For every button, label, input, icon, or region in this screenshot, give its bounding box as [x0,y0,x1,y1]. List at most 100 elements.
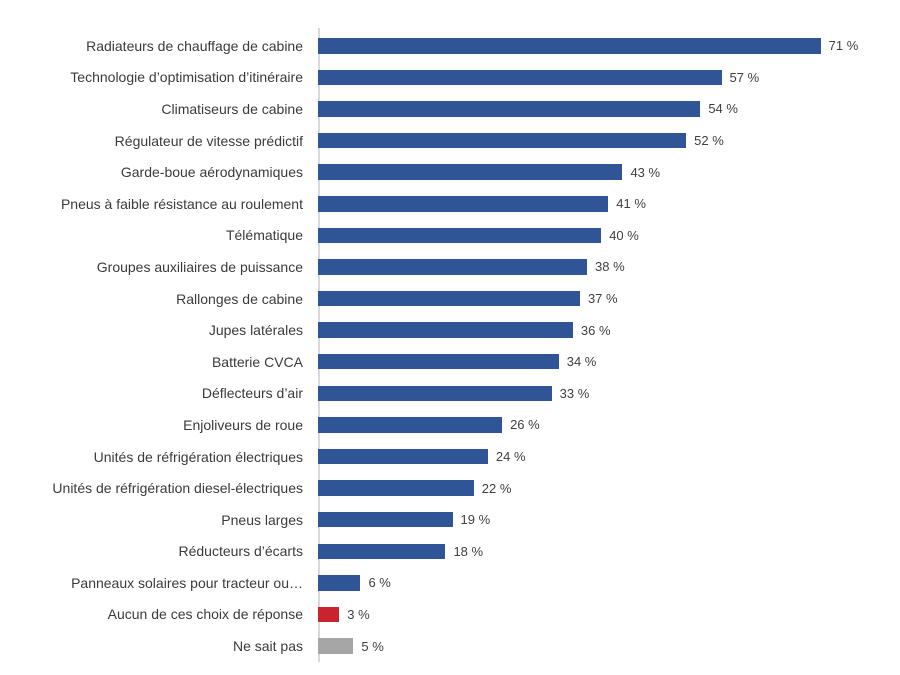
category-label: Déflecteurs d’air [201,385,303,402]
plot-cell: 38 % [318,251,900,283]
value-label: 52 % [694,133,724,149]
chart-row: Rallonges de cabine 37 % [0,283,900,315]
bar [318,290,580,307]
plot-cell: 24 % [318,441,900,473]
value-label: 3 % [347,606,370,622]
plot-cell: 43 % [318,156,900,188]
chart-row: Pneus larges 19 % [0,504,900,536]
category-label: Rallonges de cabine [176,290,303,307]
bar [318,322,573,338]
value-label: 36 % [580,322,611,338]
value-label: 54 % [708,101,738,117]
bar [318,101,701,117]
value-label: 57 % [729,69,760,85]
plot-cell: 26 % [318,409,900,441]
chart-row: Aucun de ces choix de réponse 3 % [0,599,900,631]
value-label: 24 % [495,449,526,465]
chart-row: Panneaux solaires pour tracteur ou… 6 % [0,567,900,599]
category-label: Climatiseurs de cabine [161,100,303,117]
chart-row: Unités de réfrigération diesel-électriqu… [0,472,900,504]
category-label: Panneaux solaires pour tracteur ou… [71,574,303,591]
category-label: Réducteurs d’écarts [178,543,303,560]
bar [318,511,453,528]
category-label: Télématique [225,227,303,244]
category-label: Technologie d’optimisation d’itinéraire [70,69,303,86]
bar [318,575,361,591]
value-label: 19 % [460,512,491,528]
value-label: 38 % [595,259,625,275]
bar [318,227,602,244]
chart-row: Déflecteurs d’air 33 % [0,378,900,410]
category-label: Enjoliveurs de roue [183,416,303,433]
bar [318,38,821,54]
chart-row: Régulateur de vitesse prédictif 52 % [0,125,900,157]
bar [318,448,488,465]
category-label: Unités de réfrigération électriques [93,448,303,465]
value-label: 6 % [368,575,391,591]
plot-cell: 34 % [318,346,900,378]
value-label: 43 % [630,164,661,180]
value-label: 41 % [616,196,646,212]
chart-row: Unités de réfrigération électriques 24 % [0,441,900,473]
plot-cell: 71 % [318,30,900,62]
category-label: Jupes latérales [208,322,303,339]
bar [318,132,687,149]
plot-cell: 22 % [318,472,900,504]
plot-cell: 37 % [318,283,900,315]
plot-cell: 36 % [318,314,900,346]
bar [318,606,340,623]
plot-cell: 54 % [318,93,900,125]
chart-row: Climatiseurs de cabine 54 % [0,93,900,125]
bar [318,69,722,86]
category-label: Groupes auxiliaires de puissance [96,258,303,275]
plot-cell: 19 % [318,504,900,536]
category-label: Pneus à faible résistance au roulement [60,195,303,212]
value-label: 40 % [609,227,639,243]
value-label: 37 % [587,291,618,307]
plot-cell: 33 % [318,378,900,410]
value-label: 33 % [559,385,590,401]
chart-row: Batterie CVCA 34 % [0,346,900,378]
value-label: 26 % [510,417,540,433]
plot-cell: 3 % [318,599,900,631]
chart-row: Garde-boue aérodynamiques 43 % [0,156,900,188]
bar [318,259,588,275]
category-label: Garde-boue aérodynamiques [120,164,303,181]
plot-cell: 57 % [318,62,900,94]
plot-cell: 5 % [318,630,900,662]
value-label: 18 % [453,543,484,559]
bar [318,638,354,654]
chart-rows: Radiateurs de chauffage de cabine 71 % Tec… [0,30,900,662]
value-label: 5 % [361,638,384,654]
value-label: 71 % [828,38,859,54]
bar [318,353,559,370]
category-label: Pneus larges [221,511,303,528]
chart-row: Jupes latérales 36 % [0,314,900,346]
chart-row: Groupes auxiliaires de puissance 38 % [0,251,900,283]
category-label: Régulateur de vitesse prédictif [114,132,303,149]
chart-row: Télématique 40 % [0,220,900,252]
bar [318,543,446,560]
category-label: Batterie CVCA [211,353,303,370]
category-label: Aucun de ces choix de réponse [107,606,303,623]
vertical-axis-line [318,28,320,662]
chart-row: Pneus à faible résistance au roulement 41… [0,188,900,220]
category-label: Radiateurs de chauffage de cabine [86,37,303,54]
bar [318,480,474,496]
chart-row: Radiateurs de chauffage de cabine 71 % [0,30,900,62]
chart-row: Réducteurs d’écarts 18 % [0,536,900,568]
bar [318,417,503,433]
plot-cell: 40 % [318,220,900,252]
chart-row: Enjoliveurs de roue 26 % [0,409,900,441]
category-label: Unités de réfrigération diesel-électriqu… [52,480,303,497]
bar [318,196,609,212]
chart-row: Ne sait pas 5 % [0,630,900,662]
bar [318,385,552,402]
plot-cell: 41 % [318,188,900,220]
category-label: Ne sait pas [232,638,303,655]
value-label: 34 % [566,354,597,370]
chart-row: Technologie d’optimisation d’itinéraire 5… [0,62,900,94]
value-label: 22 % [481,480,512,496]
plot-cell: 52 % [318,125,900,157]
